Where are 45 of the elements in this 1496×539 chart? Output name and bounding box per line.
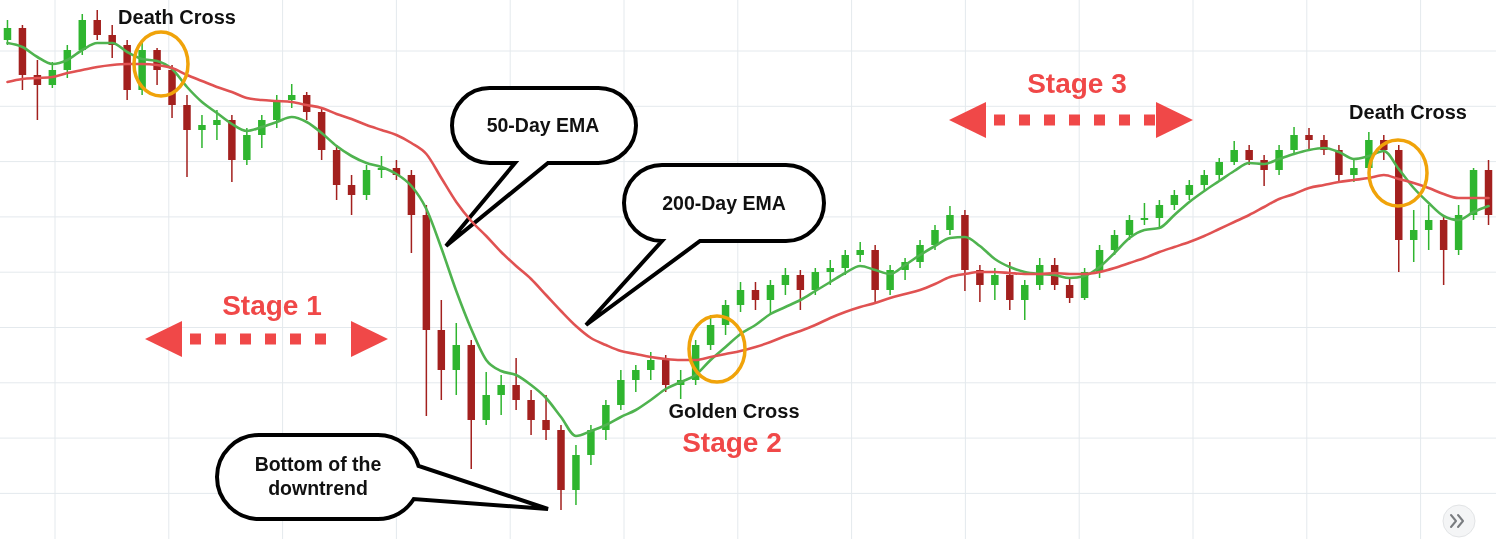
candlestick	[1021, 280, 1029, 320]
candlestick	[497, 375, 505, 415]
annotation: Death Cross	[1349, 101, 1467, 123]
annotation: 200-Day EMA	[662, 192, 786, 214]
annotation: Death Cross	[118, 6, 236, 28]
annotation: Stage 2	[682, 427, 782, 458]
candlestick	[572, 445, 580, 505]
candlestick	[542, 395, 550, 440]
candlestick	[841, 250, 849, 275]
candlestick	[1290, 127, 1298, 155]
candlestick	[871, 245, 879, 303]
candlestick	[991, 268, 999, 300]
candlestick	[482, 372, 490, 425]
candlestick	[1006, 262, 1014, 310]
candlestick	[228, 115, 236, 182]
candlestick	[467, 340, 475, 469]
candlestick	[931, 225, 939, 250]
annotation: Bottom of the downtrend	[254, 453, 382, 499]
candlestick	[1305, 128, 1313, 150]
candlestick	[183, 95, 191, 177]
candlestick	[557, 425, 565, 510]
candlestick	[617, 370, 625, 410]
candlestick	[93, 10, 101, 40]
candlestick	[1230, 141, 1238, 165]
candlestick	[1245, 145, 1253, 165]
candlestick	[512, 358, 520, 410]
candlestick	[1215, 158, 1223, 180]
annotation: Stage 3	[1027, 68, 1127, 99]
annotation: Stage 1	[222, 290, 322, 321]
candlestick	[332, 145, 341, 200]
candlestick	[946, 206, 954, 235]
candlestick	[961, 210, 969, 291]
candlestick	[213, 110, 221, 140]
candlestick	[587, 425, 595, 465]
candlestick	[1350, 160, 1358, 182]
candlestick	[198, 115, 206, 148]
candlestick	[243, 128, 251, 165]
candlestick	[362, 165, 371, 200]
candlestick	[647, 352, 655, 380]
candlestick	[527, 390, 535, 435]
candlestick	[856, 242, 864, 262]
candlestick	[602, 400, 610, 440]
candlestick	[632, 365, 640, 392]
annotation: Golden Cross	[668, 400, 800, 422]
annotation: 50-Day EMA	[486, 114, 600, 136]
